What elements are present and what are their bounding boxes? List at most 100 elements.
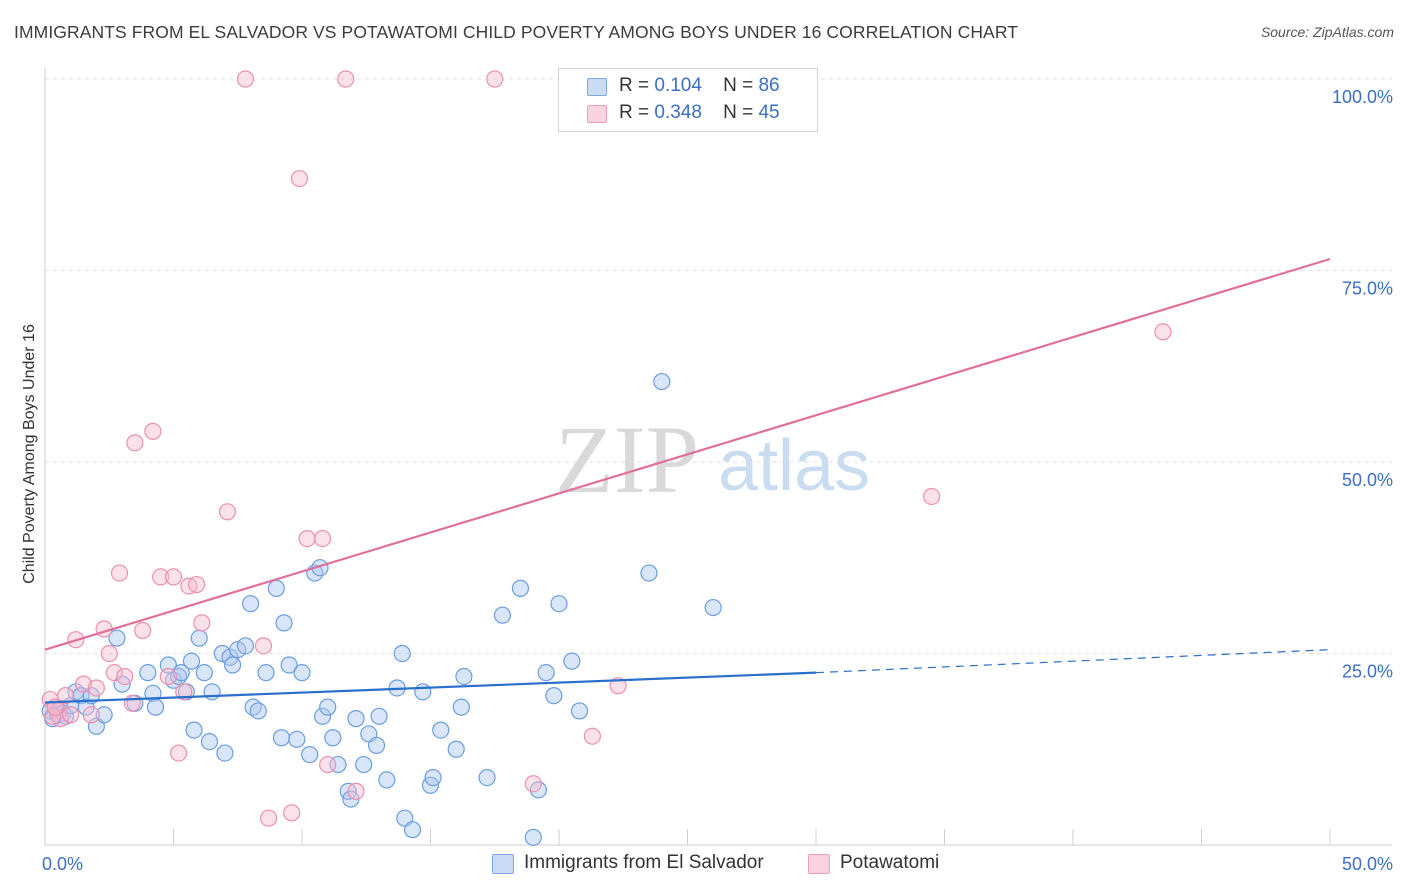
potawatomi-point <box>87 679 106 697</box>
potawatomi-point <box>175 683 193 701</box>
potawatomi-point <box>486 70 504 88</box>
el-salvador-point <box>200 732 219 751</box>
el-salvador-point <box>403 821 422 839</box>
el-salvador-point <box>367 736 386 755</box>
el-salvador-point <box>424 768 442 787</box>
potawatomi-point <box>56 687 75 705</box>
el-salvador-point <box>280 656 298 674</box>
x-tick-label: 50.0% <box>1342 854 1393 874</box>
el-salvador-point <box>288 730 306 748</box>
chart-title: IMMIGRANTS FROM EL SALVADOR VS POTAWATOM… <box>14 22 1019 42</box>
trend-lines <box>44 257 1331 704</box>
el-salvador-point <box>324 729 342 747</box>
potawatomi-point <box>144 422 162 440</box>
potawatomi-point <box>126 434 144 452</box>
potawatomi-point <box>74 675 93 693</box>
potawatomi-point <box>123 694 141 712</box>
potawatomi-point <box>923 487 941 506</box>
bottom-legend-label-potawatomi: Potawatomi <box>840 852 940 873</box>
el-salvador-point <box>570 702 589 720</box>
el-salvador-point <box>272 729 291 747</box>
potawatomi-point <box>105 664 123 682</box>
potawatomi-point <box>164 568 183 586</box>
el-salvador-point <box>146 698 165 716</box>
potawatomi-point <box>1154 323 1172 341</box>
el-salvador-point <box>393 644 411 663</box>
correlation-legend: R = 0.104 N = 86 R = 0.348 N = 45 <box>558 68 818 132</box>
el-salvador-point <box>355 755 373 774</box>
potawatomi-point <box>347 782 365 800</box>
el-salvador-point <box>229 641 247 659</box>
legend-swatch-el-salvador <box>587 78 607 96</box>
el-salvador-point <box>195 664 213 682</box>
el-salvador-point <box>139 664 157 682</box>
potawatomi-point <box>134 621 152 640</box>
legend-r-label: R = <box>619 102 650 123</box>
potawatomi-point <box>152 568 170 586</box>
legend-swatch-potawatomi <box>587 105 607 123</box>
el-salvador-point <box>224 656 242 674</box>
el-salvador-point <box>190 629 208 647</box>
el-salvador-trend-line <box>44 671 817 704</box>
potawatomi-point <box>259 809 278 827</box>
tick-labels: 25.0% 50.0% 75.0% 100.0% 0.0% 50.0% <box>42 87 1393 874</box>
el-salvador-point <box>370 707 388 725</box>
potawatomi-point <box>188 575 206 594</box>
el-salvador-point <box>537 664 555 682</box>
potawatomi-trend-line <box>44 257 1331 651</box>
potawatomi-point <box>82 706 100 724</box>
potawatomi-point <box>337 70 355 88</box>
el-salvador-point <box>95 706 113 724</box>
x-tick-label: 0.0% <box>42 854 83 874</box>
bottom-legend-swatch-potawatomi <box>808 854 830 874</box>
legend-r-value: 0.348 <box>654 102 702 123</box>
el-salvador-point <box>236 637 255 655</box>
potawatomi-point <box>298 529 316 548</box>
el-salvador-point <box>653 372 671 391</box>
el-salvador-point <box>493 606 512 624</box>
potawatomi-point <box>236 70 255 88</box>
el-salvador-point <box>203 683 221 701</box>
y-tick-label: 50.0% <box>1342 470 1393 490</box>
el-salvador-point <box>563 652 581 670</box>
el-salvador-point <box>108 629 126 647</box>
el-salvador-point <box>378 771 396 789</box>
el-salvador-point <box>550 595 568 613</box>
potawatomi-point <box>609 677 627 695</box>
el-salvador-point <box>185 721 203 739</box>
legend-n-label: N = <box>723 102 754 123</box>
potawatomi-point <box>218 503 237 521</box>
legend-n-value: 45 <box>758 102 780 123</box>
potawatomi-point <box>100 644 118 663</box>
potawatomi-point <box>313 529 332 548</box>
el-salvador-trend-extension <box>815 649 1331 674</box>
potawatomi-point <box>524 775 542 793</box>
el-salvador-point <box>455 667 473 686</box>
legend-n-label: N = <box>723 75 754 96</box>
potawatomi-point <box>583 727 602 745</box>
y-tick-label: 75.0% <box>1342 279 1393 299</box>
legend-n-value: 86 <box>758 75 780 96</box>
y-axis-label: Child Poverty Among Boys Under 16 <box>21 324 38 584</box>
watermark: ZIP atlas <box>555 406 870 513</box>
potawatomi-point <box>170 744 188 762</box>
el-salvador-point <box>545 687 563 705</box>
legend-r-value: 0.104 <box>654 75 702 96</box>
el-salvador-point <box>293 664 311 682</box>
el-salvador-point <box>182 652 201 670</box>
el-salvador-point <box>704 598 722 617</box>
bottom-legend-label-el-salvador: Immigrants from El Salvador <box>524 852 764 873</box>
watermark-atlas: atlas <box>718 426 870 506</box>
potawatomi-point <box>254 637 273 655</box>
potawatomi-point <box>159 667 177 686</box>
potawatomi-point <box>283 804 301 822</box>
el-salvador-point <box>301 746 319 764</box>
el-salvador-point <box>242 595 260 613</box>
el-salvador-point <box>452 698 470 716</box>
watermark-zip: ZIP <box>555 406 699 513</box>
el-salvador-point <box>347 710 365 728</box>
potawatomi-point <box>62 706 80 724</box>
potawatomi-point <box>193 614 211 632</box>
legend-r-label: R = <box>619 75 650 96</box>
